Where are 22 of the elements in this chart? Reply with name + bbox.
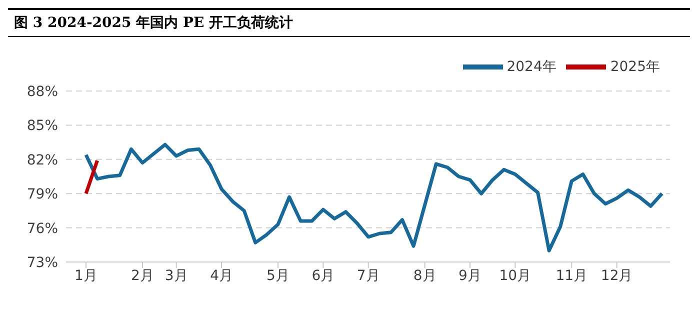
x-tick-label: 3月 bbox=[164, 268, 188, 284]
x-tick-label: 6月 bbox=[312, 268, 335, 284]
x-tick-label: 10月 bbox=[499, 268, 532, 284]
x-tick-label: 5月 bbox=[266, 268, 290, 284]
x-tick-label: 11月 bbox=[556, 268, 588, 284]
y-tick-label: 76% bbox=[26, 220, 58, 237]
x-tick-label: 7月 bbox=[356, 268, 380, 284]
line-series bbox=[84, 142, 664, 252]
legend-label: 2025年 bbox=[610, 58, 660, 75]
y-tick-label: 79% bbox=[26, 186, 58, 203]
x-tick-label: 2月 bbox=[131, 268, 154, 284]
chart-title: 图 3 2024-2025 年国内 PE 开工负荷统计 bbox=[8, 8, 690, 37]
x-tick-label: 8月 bbox=[413, 268, 436, 284]
y-tick-label: 73% bbox=[26, 254, 58, 271]
x-tick-label: 9月 bbox=[458, 268, 482, 284]
x-tick-label: 1月 bbox=[74, 268, 98, 284]
legend-label: 2024年 bbox=[506, 58, 556, 75]
y-tick-label: 82% bbox=[26, 152, 58, 168]
x-tick-label: 12月 bbox=[600, 268, 633, 284]
x-tick-label: 4月 bbox=[210, 268, 233, 284]
y-tick-label: 88% bbox=[26, 84, 58, 100]
y-tick-label: 85% bbox=[26, 118, 58, 134]
